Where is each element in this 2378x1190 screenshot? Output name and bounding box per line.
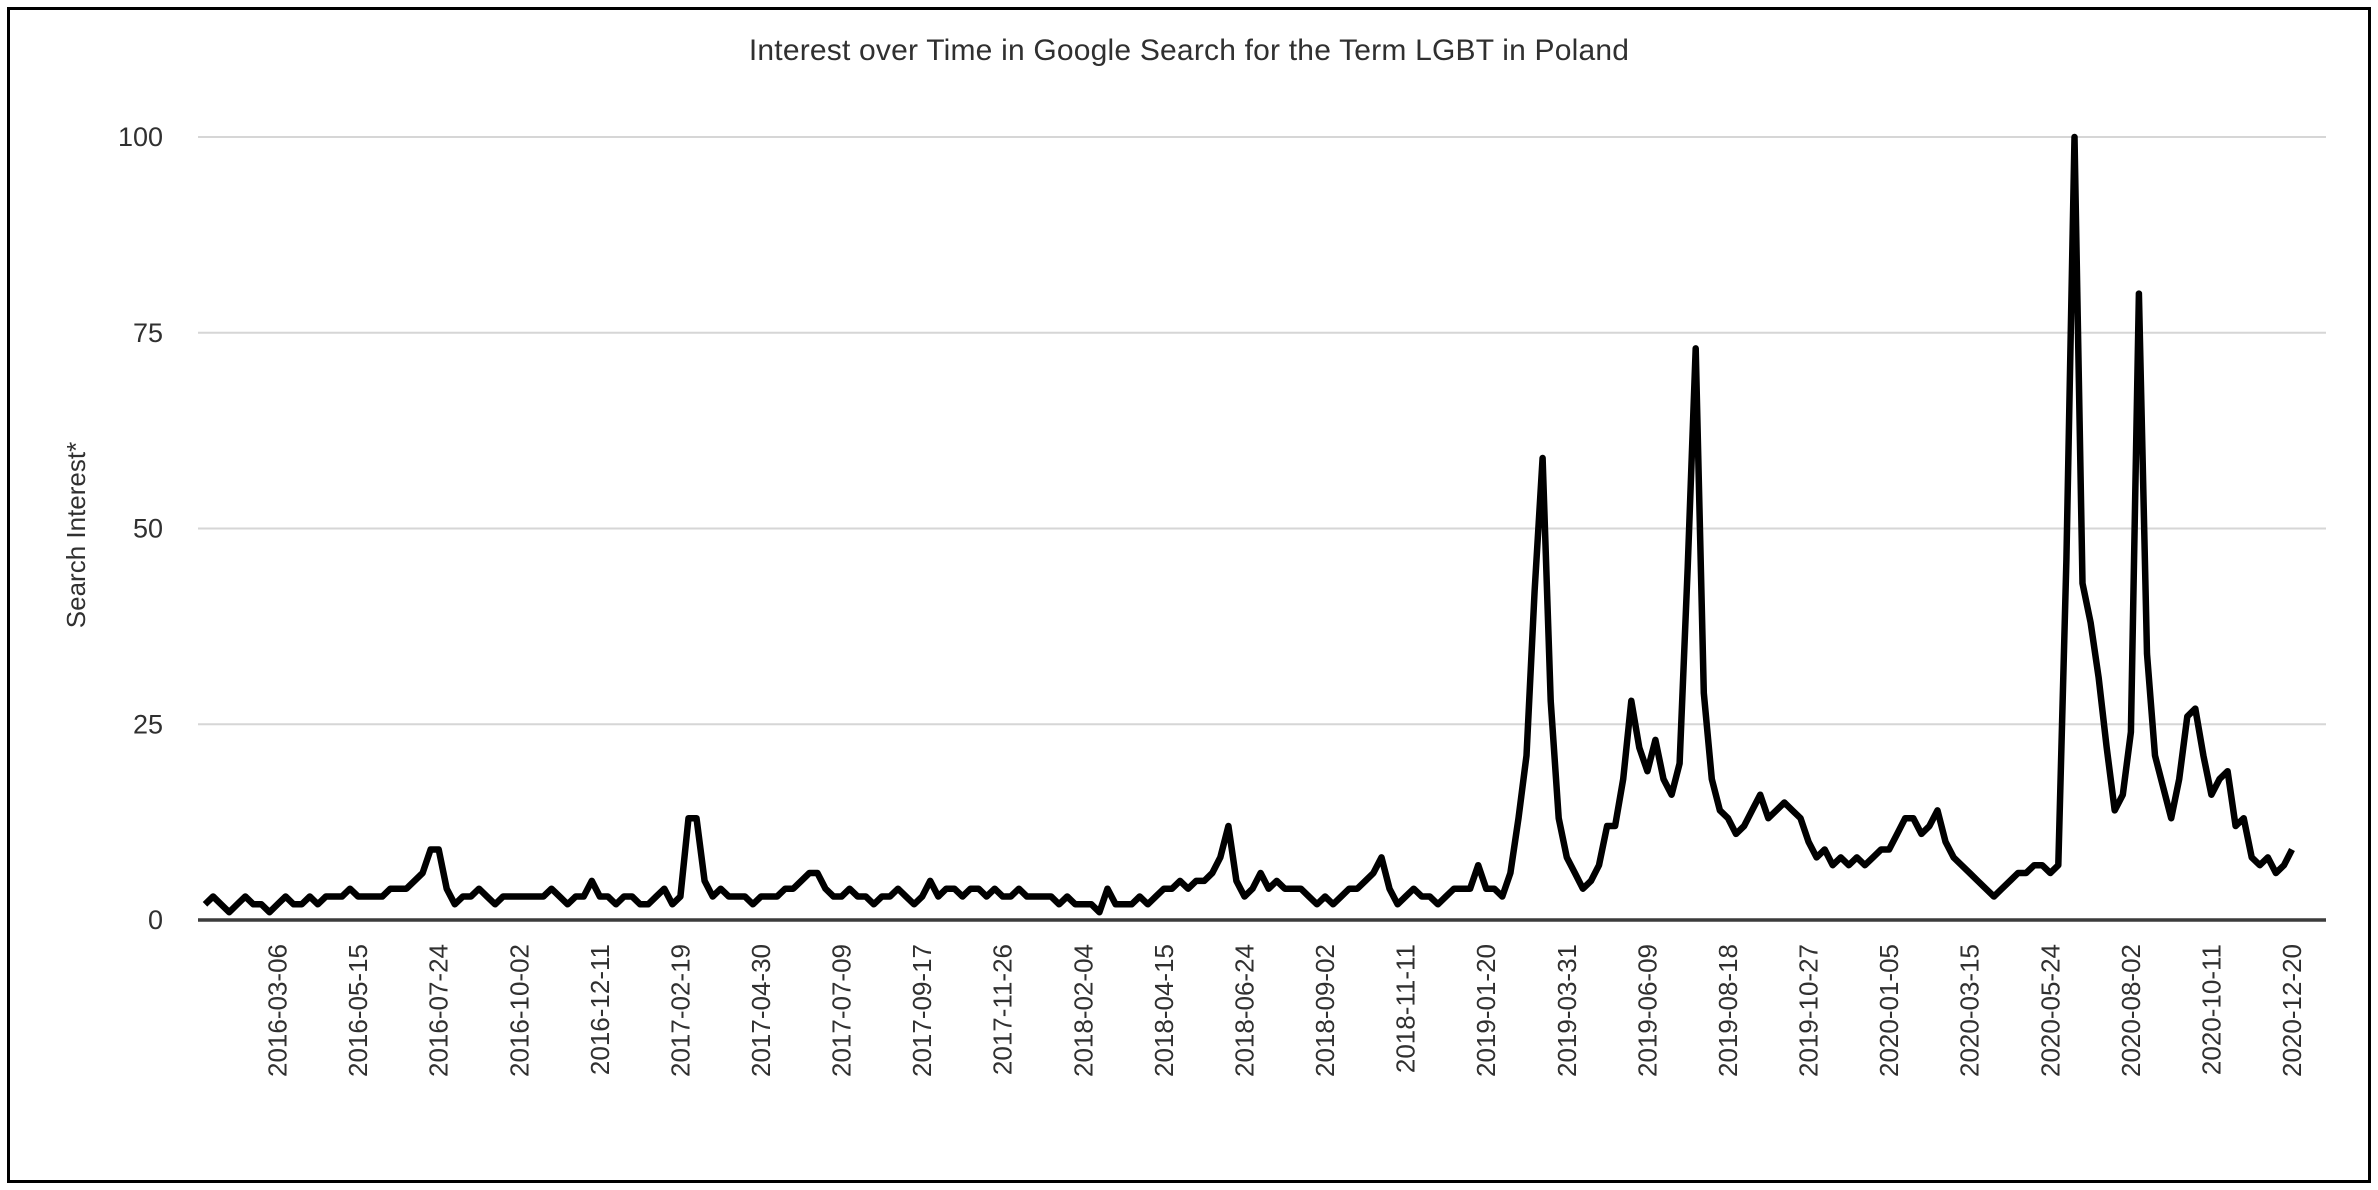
x-tick-label: 2017-09-17 bbox=[907, 944, 937, 1077]
x-tick-label: 2018-04-15 bbox=[1149, 944, 1179, 1077]
chart-title: Interest over Time in Google Search for … bbox=[748, 34, 1630, 67]
y-tick-label: 50 bbox=[133, 514, 163, 544]
y-tick-label: 0 bbox=[148, 905, 163, 935]
x-tick-label: 2017-04-30 bbox=[746, 944, 776, 1077]
y-tick-label: 100 bbox=[118, 122, 163, 152]
x-tick-label: 2017-02-19 bbox=[665, 944, 695, 1077]
x-tick-label: 2017-07-09 bbox=[827, 944, 857, 1077]
x-tick-label: 2016-12-11 bbox=[585, 944, 615, 1075]
x-tick-label: 2019-06-09 bbox=[1632, 944, 1662, 1077]
y-tick-label: 25 bbox=[133, 709, 163, 739]
x-tick-labels-group: 2016-03-06 2016-05-15 2016-07-24 2016-10-02… bbox=[263, 944, 2308, 1077]
y-axis-label: Search Interest* bbox=[61, 442, 91, 628]
x-tick-label: 2020-05-24 bbox=[2035, 944, 2065, 1077]
x-tick-label: 2020-01-05 bbox=[1874, 944, 1904, 1077]
x-tick-label: 2019-10-27 bbox=[1794, 944, 1824, 1077]
y-tick-label: 75 bbox=[133, 318, 163, 348]
x-tick-label: 2018-06-24 bbox=[1230, 944, 1260, 1077]
x-tick-label: 2016-05-15 bbox=[343, 944, 373, 1077]
x-tick-label: 2018-02-04 bbox=[1068, 944, 1098, 1077]
x-tick-label: 2020-10-11 bbox=[2196, 944, 2226, 1075]
x-tick-label: 2017-11-26 bbox=[988, 944, 1018, 1075]
x-tick-label: 2016-10-02 bbox=[504, 944, 534, 1077]
data-line bbox=[202, 133, 2295, 916]
y-tick-labels-group: 0 25 50 75 100 bbox=[118, 122, 163, 935]
x-tick-label: 2018-11-11 bbox=[1391, 944, 1421, 1073]
x-tick-label: 2020-12-20 bbox=[2277, 944, 2307, 1077]
x-tick-label: 2020-08-02 bbox=[2116, 944, 2146, 1077]
x-tick-label: 2019-03-31 bbox=[1552, 944, 1582, 1077]
x-tick-label: 2016-03-06 bbox=[263, 944, 293, 1077]
x-tick-label: 2018-09-02 bbox=[1310, 944, 1340, 1077]
x-tick-label: 2019-08-18 bbox=[1713, 944, 1743, 1077]
x-tick-label: 2016-07-24 bbox=[424, 944, 454, 1077]
x-tick-label: 2020-03-15 bbox=[1955, 944, 1985, 1077]
x-tick-label: 2019-01-20 bbox=[1471, 944, 1501, 1077]
gridlines-group bbox=[198, 136, 2326, 922]
